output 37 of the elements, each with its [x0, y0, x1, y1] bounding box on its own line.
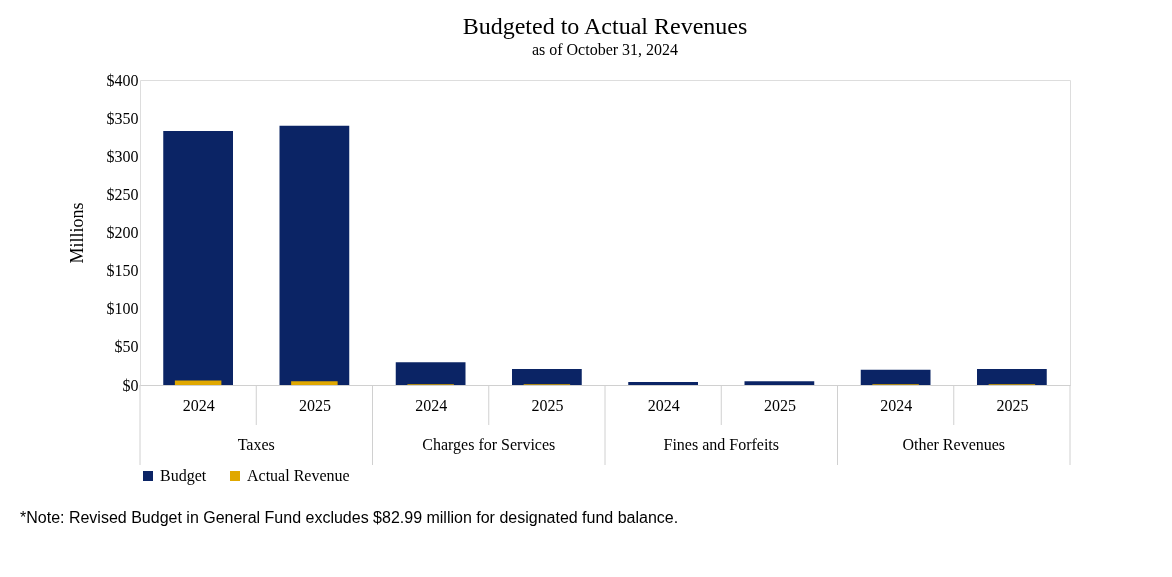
x-tick-label: 2024: [647, 396, 680, 414]
bar: [291, 381, 338, 385]
text: Charges for Services: [422, 436, 556, 454]
text: *Note: Revised Budget in General Fund excludes $82.99 million for designated fund balance.: [20, 509, 679, 526]
bar: [744, 381, 815, 385]
y-tick-label: $200: [106, 224, 139, 241]
y-axis-title: Millions: [66, 202, 87, 264]
y-tick-label: $0: [122, 376, 139, 394]
bar: [174, 380, 222, 385]
bar: [163, 131, 233, 385]
x-tick-label: 2024: [415, 396, 448, 414]
bar: [395, 362, 466, 385]
y-tick-label: $250: [106, 185, 139, 203]
x-tick-label: 2025: [531, 396, 564, 414]
y-tick-label: $150: [106, 262, 139, 280]
y-tick-label: $50: [114, 338, 139, 356]
chart-title: Budgeted to Actual Revenues: [462, 13, 748, 39]
x-tick-label: 2024: [182, 396, 215, 414]
x-tick-label: 2025: [763, 396, 796, 414]
text: Fines and Forfeits: [663, 436, 780, 453]
text: Taxes: [237, 436, 275, 453]
bar: [977, 368, 1047, 385]
bar: [628, 381, 698, 385]
y-tick-label: $300: [106, 147, 139, 165]
bar: [279, 125, 350, 385]
x-tick-label: 2024: [880, 396, 913, 414]
y-tick-label: $400: [106, 71, 139, 89]
x-tick-label: 2025: [298, 396, 331, 414]
y-tick-label: $350: [106, 109, 139, 127]
legend-label: Actual Revenue: [247, 467, 350, 484]
x-tick-label: 2025: [996, 396, 1029, 414]
bar: [860, 369, 931, 385]
y-tick-label: $100: [106, 300, 139, 318]
legend-label: Budget: [160, 467, 207, 485]
bar: [512, 368, 582, 385]
text: Other Revenues: [902, 436, 1006, 453]
chart-subtitle: as of October 31, 2024: [531, 41, 679, 58]
